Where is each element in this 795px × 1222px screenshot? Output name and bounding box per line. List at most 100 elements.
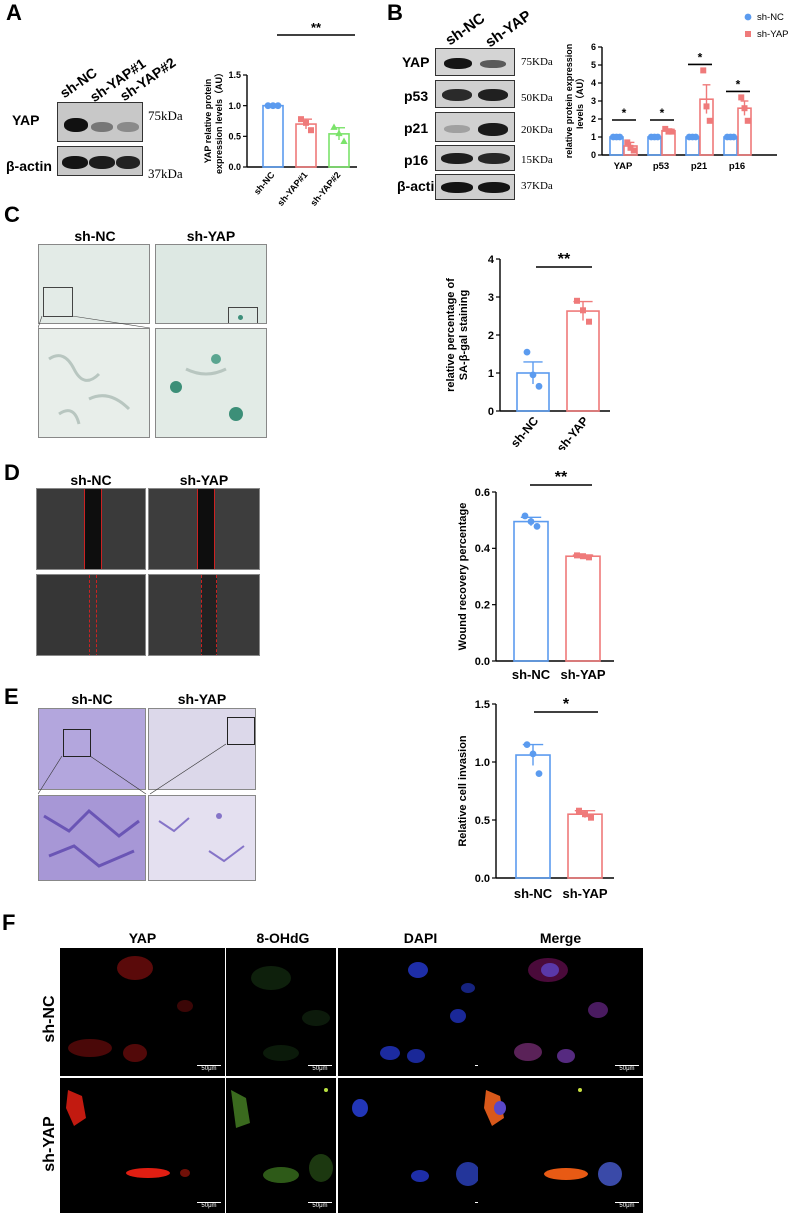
y-tick-label: 0.6 <box>475 487 490 499</box>
panel-e-col-nc: sh-NC <box>71 691 113 707</box>
x-tick-label: p53 <box>653 161 669 172</box>
scale-bar: 50μm <box>615 1065 639 1072</box>
data-point <box>624 139 631 146</box>
panel-d-col-yap: sh-YAP <box>179 472 229 488</box>
data-point <box>730 133 738 141</box>
blot-a-actin-strip <box>57 146 143 176</box>
panel-c-nc-overview <box>38 244 150 324</box>
significance-label: ** <box>555 469 568 486</box>
data-point <box>574 552 580 559</box>
panel-c-zoom-lines <box>38 315 159 330</box>
y-tick-label: 0.4 <box>475 543 491 555</box>
x-tick-label: sh-YAP#1 <box>275 170 309 208</box>
data-point <box>741 105 748 112</box>
chart-e: 0.0 0.5 1.0 1.5 Relative cell invasion sh-NC s… <box>457 696 614 901</box>
data-point <box>586 318 592 325</box>
data-point <box>274 102 282 110</box>
y-axis-label: Relative cell invasion <box>457 735 469 847</box>
bar <box>565 555 601 662</box>
panel-label-d: D <box>4 460 20 485</box>
x-tick-label: sh-NC <box>512 667 551 682</box>
y-tick-label: 0 <box>591 150 596 160</box>
blot-b-lane-1: sh-NC <box>442 9 489 49</box>
blot-b-lane-2: sh-YAP <box>482 7 535 51</box>
blot-a-yap-kda: 75kDa <box>148 108 183 123</box>
data-point <box>533 522 541 530</box>
significance-label: * <box>622 106 627 120</box>
data-point <box>298 116 304 123</box>
scale-bar: 50μm <box>308 1065 332 1072</box>
y-axis-label: SA-β-gal staining <box>458 290 470 380</box>
data-point <box>523 741 531 748</box>
panel-f-yap-merge-image: 50μm <box>478 1078 643 1213</box>
panel-label-f: F <box>2 910 16 935</box>
blot-b-p16-label: p16 <box>404 152 429 168</box>
chart-a: 0.0 0.5 1.0 1.5 YAP relative protein expressi… <box>203 20 357 208</box>
y-tick-label: 1.0 <box>228 101 241 111</box>
y-tick-label: 0.0 <box>228 162 241 172</box>
significance-label: * <box>736 77 741 91</box>
panel-e-zoom-lines <box>38 743 227 795</box>
blot-b-yap-kda: 75KDa <box>521 56 553 68</box>
blot-b-yap-strip <box>435 48 515 76</box>
blot-b-yap-label: YAP <box>402 54 430 70</box>
y-tick-label: 0.0 <box>475 656 490 668</box>
panel-f-col-merge: Merge <box>539 930 582 946</box>
panel-e-nc-overview <box>38 708 146 790</box>
data-point <box>662 125 669 132</box>
blot-a-yap-label: YAP <box>12 112 40 128</box>
legend-marker <box>745 31 751 37</box>
panel-c-yap-overview <box>155 244 267 324</box>
significance-label: ** <box>558 251 571 268</box>
legend-label: sh-NC <box>757 12 784 23</box>
data-point <box>527 518 535 525</box>
data-point <box>535 770 543 777</box>
panel-f-col-dapi: DAPI <box>403 930 438 946</box>
data-point <box>616 133 624 141</box>
panel-label-b: B <box>387 0 403 25</box>
data-point <box>576 807 582 814</box>
y-tick-label: 1 <box>488 368 494 380</box>
panel-f-row-yap: sh-YAP <box>41 1116 58 1172</box>
x-tick-label: sh-NC <box>514 886 553 901</box>
blot-b-p21-label: p21 <box>404 120 429 136</box>
y-axis-label: expression levels（AU） <box>214 68 224 174</box>
data-point <box>529 371 537 379</box>
data-point <box>582 811 588 818</box>
data-point <box>521 512 529 520</box>
panel-d-nc-0h <box>36 488 146 570</box>
data-point <box>700 67 707 74</box>
blot-b-p53-kda: 50KDa <box>521 92 553 104</box>
y-axis-label: Wound recovery percentage <box>457 503 469 651</box>
y-tick-label: 0.5 <box>228 131 241 141</box>
y-axis-label: relative percentage of <box>445 278 457 392</box>
x-tick-label: sh-NC <box>252 169 277 196</box>
blot-b-actin-label: β-actin <box>397 178 443 194</box>
blot-b-p21-strip <box>435 112 515 142</box>
panel-e-col-yap: sh-YAP <box>177 691 227 707</box>
x-tick-label: sh-YAP <box>560 667 605 682</box>
chart-b: 0 1 2 3 4 5 6 relative protein expression levels… <box>564 12 789 172</box>
data-point <box>303 119 309 126</box>
data-point <box>580 553 586 560</box>
panel-label-e: E <box>4 684 19 709</box>
scale-bar: 50μm <box>197 1065 221 1072</box>
data-point <box>654 133 662 141</box>
bar <box>515 754 551 879</box>
significance-label: * <box>563 696 570 713</box>
y-tick-label: 1.5 <box>475 699 490 711</box>
data-point <box>335 129 343 137</box>
x-tick-label: sh-YAP#2 <box>308 170 342 208</box>
data-point <box>535 382 543 390</box>
data-point <box>269 102 277 110</box>
panel-f-yap-dapi-image: 50μm <box>338 1078 503 1213</box>
chart-c: 0 1 2 3 4 relative percentage of SA-β-gal stai… <box>445 251 610 450</box>
panel-e-yap-overview <box>148 708 256 790</box>
panel-f-col-8ohdg: 8-OHdG <box>256 930 310 946</box>
data-point <box>703 103 710 110</box>
y-tick-label: 0.2 <box>475 600 490 612</box>
panel-e-yap-zoom <box>148 795 256 881</box>
y-tick-label: 1 <box>591 132 596 142</box>
y-tick-label: 1.5 <box>228 70 241 80</box>
y-tick-label: 4 <box>591 78 596 88</box>
